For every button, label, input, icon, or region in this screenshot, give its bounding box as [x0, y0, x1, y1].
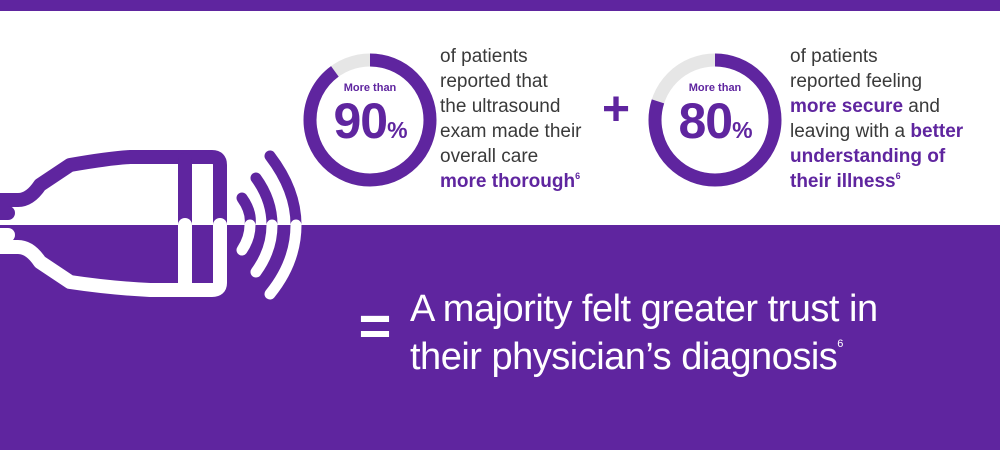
footnote-ref: 6: [575, 171, 581, 181]
footnote-ref: 6: [895, 171, 901, 181]
equals-sign: =: [358, 294, 392, 357]
ring-caption: More than: [343, 82, 397, 94]
stat-line: of patients: [790, 46, 878, 67]
stat-connector: and: [903, 96, 940, 117]
stat-line: reported that: [440, 71, 548, 92]
headline-line: their physician’s diagnosis: [410, 336, 838, 378]
stat-description-2: of patients reported feeling more secure…: [790, 44, 963, 194]
stat-ring-90: More than 90%: [300, 50, 440, 190]
stat-highlight: more thorough: [440, 171, 576, 192]
stat-description-1: of patients reported that the ultrasound…: [440, 44, 582, 194]
footnote-ref: 6: [837, 338, 843, 350]
stat-value: 90: [333, 93, 388, 149]
stat-value: 80: [678, 93, 733, 149]
plus-sign: +: [601, 83, 631, 136]
stat-unit: %: [387, 117, 407, 143]
ultrasound-probe-icon: [0, 150, 302, 300]
progress-ring-90: [303, 53, 437, 187]
ring-progress: [303, 53, 437, 187]
top-accent-bar: [0, 0, 1000, 11]
stat-line: of patients: [440, 46, 528, 67]
stat-line: reported feeling: [790, 71, 923, 92]
stat-highlight: their illness: [790, 171, 896, 192]
progress-ring-80: [648, 53, 782, 187]
stat-line: leaving with a: [790, 121, 911, 142]
stat-line: exam made their: [440, 121, 582, 142]
ring-value: 90%: [300, 96, 440, 146]
stat-unit: %: [732, 117, 752, 143]
stat-line: overall care: [440, 146, 539, 167]
stat-line: the ultrasound: [440, 96, 561, 117]
headline-line: A majority felt greater trust in: [410, 288, 878, 330]
conclusion-headline: A majority felt greater trust in their p…: [410, 285, 990, 381]
stat-highlight: better: [910, 121, 964, 142]
stat-ring-80: More than 80%: [645, 50, 785, 190]
ring-value: 80%: [645, 96, 785, 146]
bottom-purple-band: [0, 225, 1000, 450]
stat-highlight: understanding of: [790, 146, 946, 167]
ring-progress: [648, 53, 782, 187]
stat-highlight: more secure: [790, 96, 904, 117]
ring-caption: More than: [688, 82, 742, 94]
